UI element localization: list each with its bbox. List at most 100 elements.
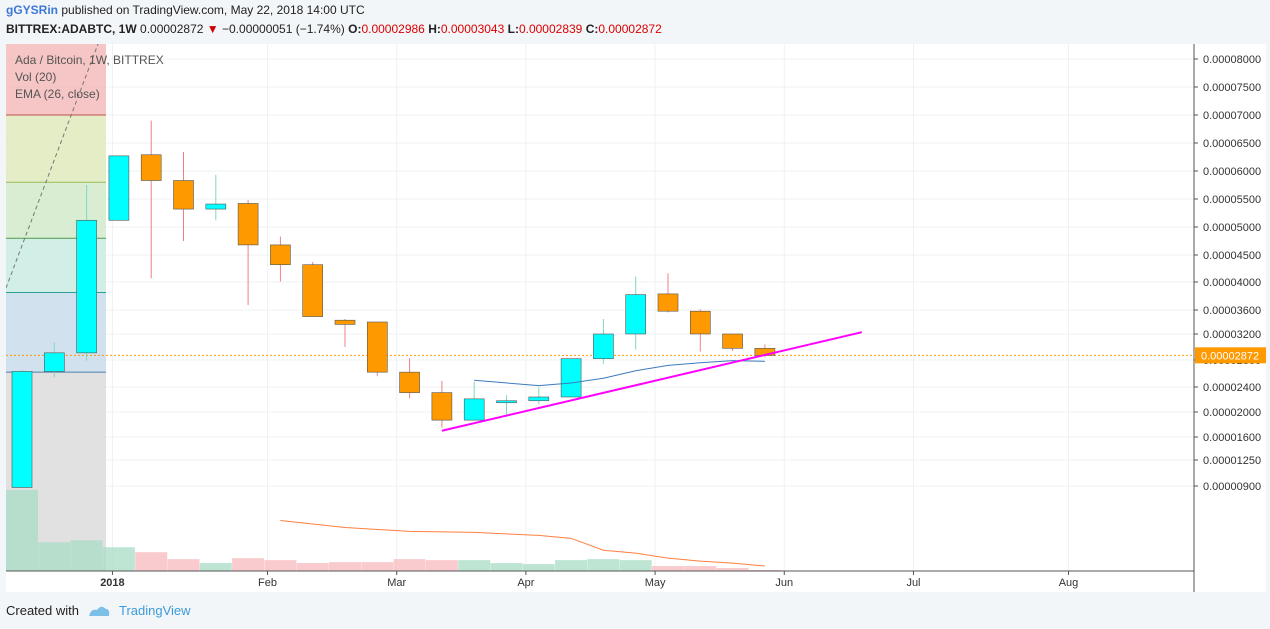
time-axis-label: Feb [258, 577, 277, 589]
price-axis-label: 0.00002000 [1203, 407, 1261, 419]
chart-legend: Ada / Bitcoin, 1W, BITTREX Vol (20) EMA … [15, 52, 164, 103]
created-with-label: Created with [6, 603, 79, 618]
candle-body [625, 294, 647, 335]
symbol-label: BITTREX:ADABTC, 1W [6, 22, 137, 36]
publish-info: published on TradingView.com, May 22, 20… [61, 3, 365, 17]
time-axis-label: Apr [517, 577, 534, 589]
time-axis-label: May [645, 577, 666, 589]
time-axis-label: Jun [775, 577, 793, 589]
candle-body [11, 371, 33, 488]
price-axis-label: 0.00002400 [1203, 382, 1261, 394]
last-price: 0.00002872 [140, 22, 204, 36]
open-label: O: [348, 22, 362, 36]
price-chart[interactable]: 0.00008000 0.00007500 0.00007000 0.00006500… [5, 43, 1267, 592]
legend-volume: Vol (20) [15, 70, 57, 84]
candle-body [463, 398, 485, 421]
volume-bar [716, 568, 749, 571]
volume-bar [587, 559, 620, 571]
current-price-tag-label: 0.00002872 [1201, 350, 1259, 362]
volume-bar [555, 560, 588, 571]
price-change: −0.00000051 (−1.74%) [222, 22, 345, 36]
candle-body [657, 293, 679, 312]
volume-bar [167, 559, 200, 571]
candle-body [431, 392, 453, 421]
footer: Created with TradingView [6, 603, 191, 618]
volume-bar [522, 564, 555, 571]
candle-body [366, 321, 388, 373]
price-axis-label: 0.00007000 [1203, 110, 1261, 122]
candle-body [270, 244, 291, 266]
open-value: 0.00002986 [361, 22, 425, 36]
legend-title: Ada / Bitcoin, 1W, BITTREX [15, 53, 164, 67]
volume-bar [652, 566, 684, 571]
candle-body [43, 352, 65, 372]
price-axis-label: 0.00005000 [1203, 222, 1261, 234]
candle-body [689, 310, 711, 335]
candle-body [237, 203, 259, 246]
ema-line [474, 360, 765, 387]
price-axis-label: 0.00006500 [1203, 138, 1261, 150]
candle-body [76, 219, 97, 354]
candle-body [399, 371, 420, 393]
close-value: 0.00002872 [598, 22, 662, 36]
candle-body [722, 333, 743, 349]
candle-body [528, 396, 550, 402]
candle-body [496, 400, 517, 404]
volume-bar [199, 563, 232, 571]
support-trendline [441, 331, 863, 432]
price-axis-label: 0.00006000 [1203, 166, 1261, 178]
volume-bar [329, 562, 361, 571]
candle-body [140, 154, 162, 181]
volume-bar [393, 559, 426, 571]
price-axis-label: 0.00000900 [1203, 481, 1261, 493]
high-label: H: [428, 22, 441, 36]
price-axis-label: 0.00007500 [1203, 82, 1261, 94]
candle-body [593, 333, 614, 360]
price-axis-label: 0.00004500 [1203, 250, 1261, 262]
volume-bar [70, 540, 103, 571]
candle-body [560, 358, 582, 398]
volume-ma-line [280, 520, 765, 567]
volume-bar [296, 563, 329, 571]
price-axis-label: 0.00008000 [1203, 54, 1261, 66]
price-axis-label: 0.00003200 [1203, 329, 1261, 341]
price-axis-label: 0.00005500 [1203, 194, 1261, 206]
price-axis-label: 0.00001600 [1203, 432, 1261, 444]
publish-header: gGYSRin published on TradingView.com, Ma… [6, 3, 365, 17]
chart-svg[interactable]: 0.00008000 0.00007500 0.00007000 0.00006500… [5, 43, 1267, 592]
low-value: 0.00002839 [518, 22, 583, 36]
volume-bar [264, 560, 297, 571]
candle-body [108, 155, 130, 221]
volume-bar [684, 566, 717, 571]
price-axis-label: 0.00003600 [1203, 305, 1261, 317]
current-price-tag [1195, 347, 1267, 364]
fib-trend-dashed-line [5, 43, 99, 289]
ticker-line: BITTREX:ADABTC, 1W 0.00002872 ▼ −0.00000… [6, 22, 662, 36]
author-name[interactable]: gGYSRin [6, 3, 59, 17]
fib-zone [6, 115, 106, 183]
candle-body [173, 180, 194, 210]
volume-bar [232, 558, 265, 571]
price-axis-label: 0.00004000 [1203, 277, 1261, 289]
volume-bar [6, 489, 38, 571]
low-label: L: [507, 22, 519, 36]
time-axis-label: 2018 [100, 577, 124, 589]
tradingview-link[interactable]: TradingView [118, 603, 191, 618]
legend-ema: EMA (26, close) [15, 87, 100, 101]
high-value: 0.00003043 [440, 22, 505, 36]
price-axis-label: 0.00001250 [1203, 455, 1261, 467]
close-label: C: [585, 22, 599, 36]
volume-bar [425, 560, 458, 571]
volume-bar [102, 547, 135, 571]
down-arrow-icon: ▼ [206, 22, 219, 36]
volume-bar [619, 560, 652, 571]
candle-body [334, 319, 356, 325]
time-axis-label: Jul [906, 577, 920, 589]
volume-bar [361, 562, 394, 571]
candle-body [302, 264, 324, 317]
volume-bar [135, 552, 168, 571]
volume-bar [458, 560, 491, 571]
fib-zone [6, 44, 106, 115]
time-axis-label: Aug [1059, 577, 1079, 589]
tradingview-logo-icon[interactable] [87, 604, 111, 618]
